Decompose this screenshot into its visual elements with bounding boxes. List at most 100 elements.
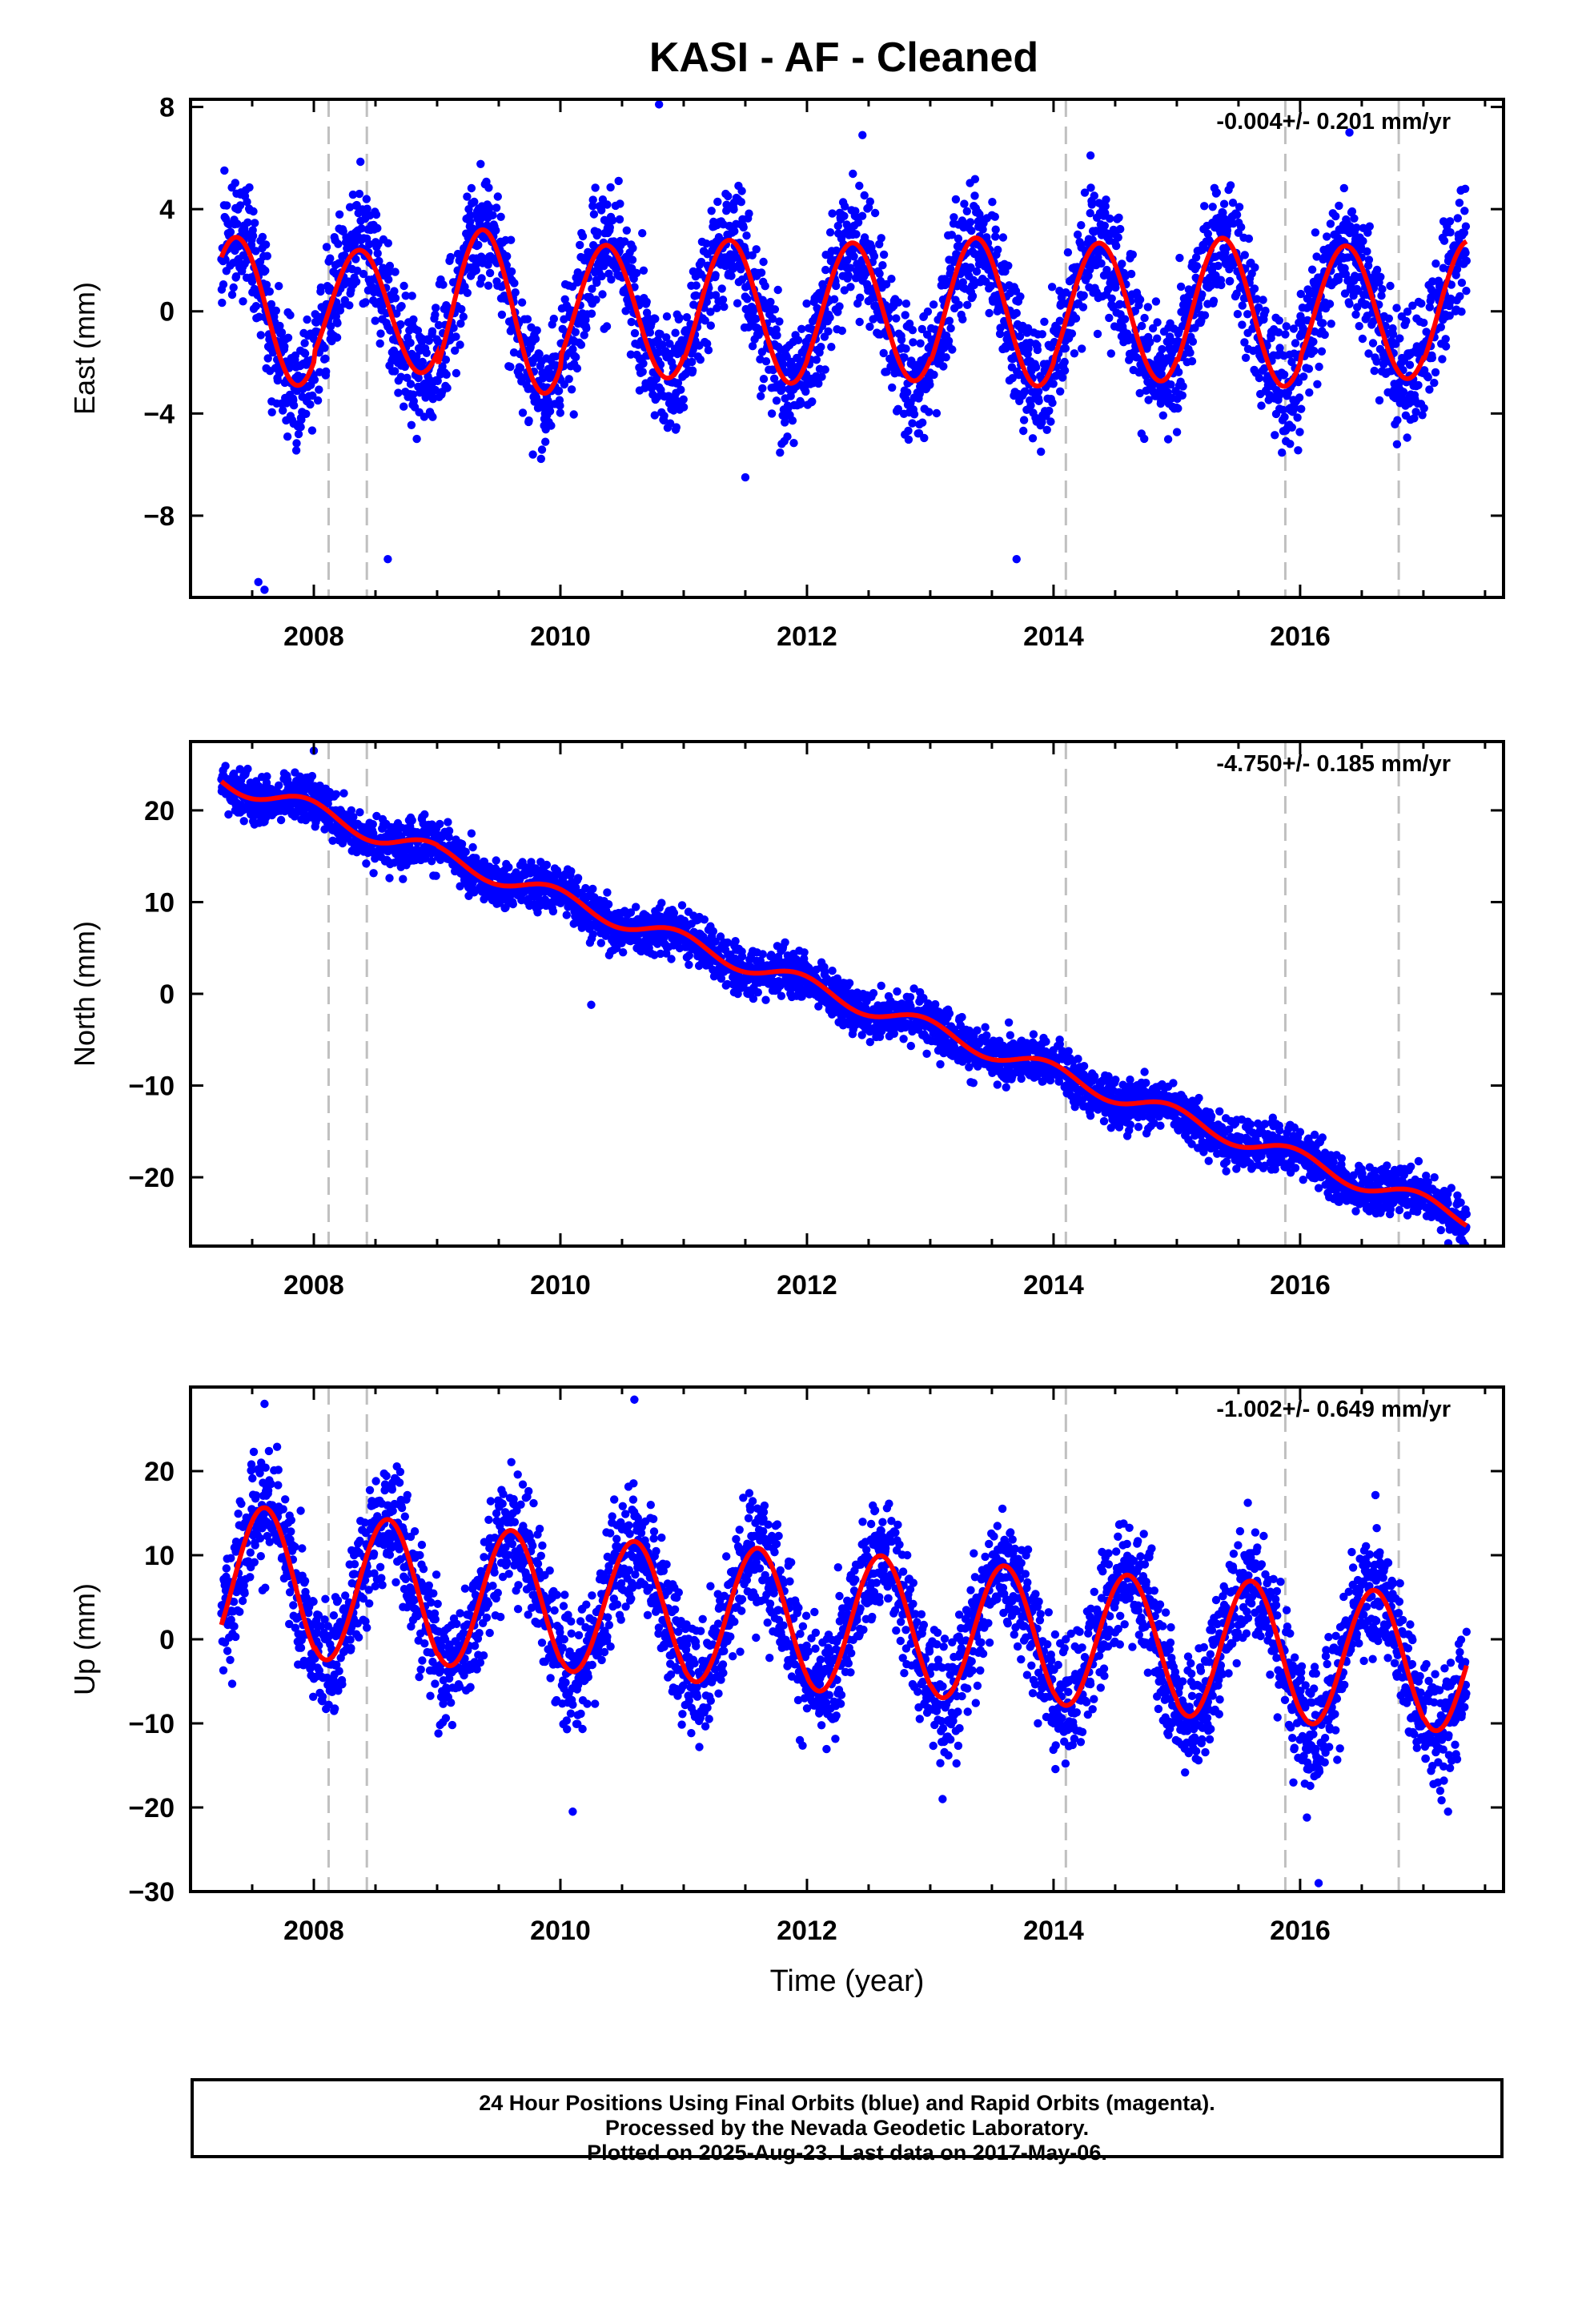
data-point (1048, 398, 1057, 408)
data-point (283, 333, 293, 342)
data-point (1102, 195, 1110, 204)
data-point (833, 221, 843, 231)
data-point (901, 344, 910, 353)
data-point (326, 254, 335, 263)
data-point (1350, 214, 1359, 223)
data-point (226, 227, 235, 236)
data-point (556, 408, 564, 417)
data-point (588, 930, 597, 939)
data-point (1461, 248, 1470, 257)
data-point (998, 233, 1008, 242)
data-point (375, 339, 384, 348)
data-point (855, 181, 864, 191)
data-point (371, 210, 381, 219)
data-point (1038, 418, 1046, 427)
data-point (516, 364, 525, 372)
data-point (368, 819, 377, 829)
data-point (783, 432, 792, 441)
data-point (654, 348, 663, 357)
data-point (605, 223, 614, 232)
data-point (923, 307, 933, 316)
data-point (436, 819, 444, 829)
data-point (1012, 308, 1022, 318)
data-point (572, 364, 582, 373)
data-point (1462, 256, 1472, 265)
data-point (879, 348, 888, 358)
data-point (828, 209, 837, 218)
data-point (406, 338, 415, 348)
data-point (905, 320, 914, 328)
data-point (1363, 247, 1371, 256)
data-point (679, 403, 689, 412)
data-point (1376, 272, 1385, 281)
data-point (420, 810, 429, 819)
data-point (1049, 380, 1058, 388)
data-point (1297, 404, 1306, 413)
data-point (554, 386, 564, 396)
data-point (384, 267, 393, 277)
data-point (1294, 377, 1303, 387)
x-tick-label: 2014 (1023, 621, 1084, 652)
data-point (243, 764, 252, 774)
data-point (356, 157, 365, 167)
data-point (1120, 315, 1130, 324)
data-point (703, 340, 712, 348)
data-point (239, 297, 247, 306)
data-point (592, 296, 600, 304)
model-curve (219, 227, 1468, 396)
data-point (1086, 265, 1094, 274)
data-point (1037, 447, 1046, 456)
data-point (737, 187, 746, 195)
data-point (391, 367, 400, 376)
data-point (424, 336, 433, 345)
data-point (251, 247, 260, 255)
data-point (326, 322, 335, 331)
data-point (422, 348, 431, 357)
data-point (359, 269, 368, 279)
data-point (243, 197, 251, 207)
data-point (385, 874, 394, 883)
data-point (1240, 338, 1249, 347)
data-point (1015, 332, 1025, 341)
data-point (267, 300, 276, 309)
data-point (645, 328, 655, 337)
data-point (638, 229, 647, 238)
data-point (817, 372, 826, 381)
data-point (535, 349, 544, 359)
data-point (723, 938, 733, 947)
data-point (1151, 297, 1161, 306)
data-point (549, 314, 558, 324)
data-point (1325, 300, 1335, 308)
data-point (825, 313, 834, 322)
data-point (892, 314, 901, 323)
data-point (808, 397, 817, 406)
data-point (556, 401, 564, 410)
data-point (1019, 426, 1028, 436)
data-point (1405, 360, 1415, 369)
data-point (778, 384, 787, 393)
data-point (1358, 334, 1367, 344)
data-point (1345, 128, 1354, 137)
data-point (814, 379, 823, 388)
data-point (1088, 235, 1097, 244)
data-point (1191, 253, 1201, 262)
data-point (562, 911, 571, 919)
data-point (968, 292, 978, 300)
data-point (541, 437, 550, 446)
data-point (439, 280, 448, 289)
x-tick-label: 2010 (530, 621, 591, 652)
data-point (827, 343, 836, 352)
data-point (375, 256, 383, 266)
data-point (273, 376, 283, 385)
data-point (442, 370, 451, 379)
data-point (1078, 303, 1088, 312)
data-point (1317, 347, 1327, 356)
data-point (630, 328, 640, 338)
data-point (939, 362, 948, 371)
data-point (1138, 321, 1146, 331)
data-point (399, 875, 408, 883)
data-point (1186, 348, 1195, 357)
data-point (909, 338, 917, 347)
data-point (572, 352, 580, 362)
data-point (797, 324, 806, 333)
